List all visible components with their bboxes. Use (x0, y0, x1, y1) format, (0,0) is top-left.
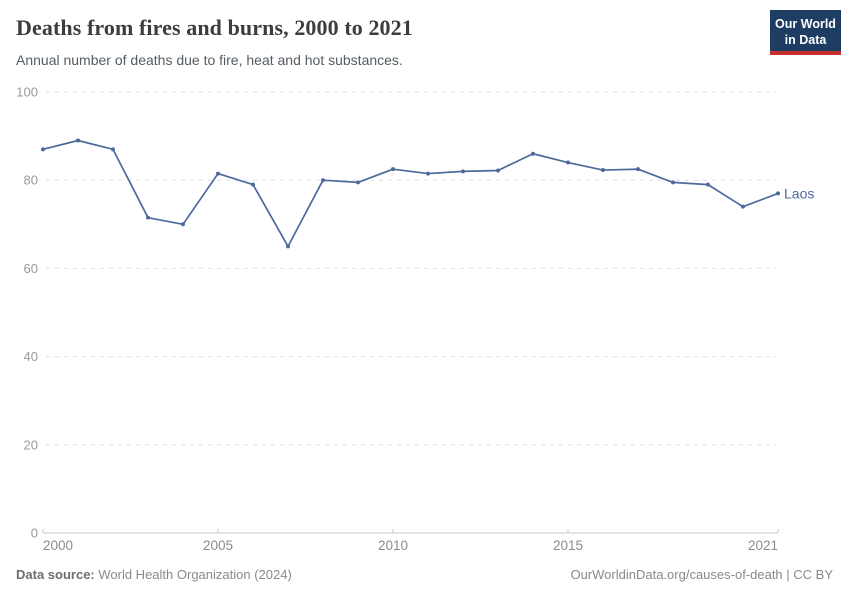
page-title: Deaths from fires and burns, 2000 to 202… (16, 15, 413, 40)
owid-logo[interactable]: Our World in Data (770, 10, 841, 55)
entity-label-laos[interactable]: Laos (784, 185, 814, 201)
y-axis-label-100: 100 (16, 85, 38, 100)
data-point-laos-2015[interactable] (566, 160, 570, 165)
data-point-laos-2013[interactable] (496, 168, 500, 173)
data-point-laos-2001[interactable] (76, 138, 80, 143)
y-axis-label-60: 60 (24, 261, 38, 276)
y-axis-label-80: 80 (24, 173, 38, 188)
data-point-laos-2007[interactable] (286, 244, 290, 249)
y-axis-label-0: 0 (31, 526, 38, 541)
data-point-laos-2002[interactable] (111, 147, 115, 152)
series-line-laos[interactable] (42, 139, 779, 248)
credit-link[interactable]: OurWorldinData.org/causes-of-death | CC … (570, 567, 833, 582)
data-point-laos-2020[interactable] (741, 204, 745, 209)
data-point-laos-2000[interactable] (41, 147, 45, 152)
data-point-laos-2006[interactable] (251, 182, 255, 187)
data-point-laos-2011[interactable] (426, 171, 430, 176)
x-axis-label-2015: 2015 (553, 538, 583, 553)
data-point-laos-2018[interactable] (671, 180, 675, 185)
data-point-laos-2019[interactable] (706, 182, 710, 187)
x-axis-label-2005: 2005 (203, 538, 233, 553)
y-axis-label-20: 20 (24, 437, 38, 452)
data-point-laos-2017[interactable] (636, 167, 640, 172)
owid-logo-line2: in Data (784, 33, 827, 47)
data-point-laos-2009[interactable] (356, 180, 360, 185)
data-point-laos-2005[interactable] (216, 171, 220, 176)
data-point-laos-2008[interactable] (321, 178, 325, 183)
page-subtitle: Annual number of deaths due to fire, hea… (16, 52, 403, 68)
x-axis-label-2010: 2010 (378, 538, 408, 553)
data-source-note: Data source: World Health Organization (… (16, 567, 292, 582)
data-point-laos-2010[interactable] (391, 167, 395, 172)
data-source-label: Data source: (16, 567, 95, 582)
data-point-laos-2004[interactable] (181, 222, 185, 227)
data-point-laos-2016[interactable] (601, 168, 605, 173)
data-point-laos-2021[interactable] (776, 191, 780, 196)
data-point-laos-2014[interactable] (531, 151, 535, 156)
data-point-laos-2003[interactable] (146, 215, 150, 220)
data-source-value: World Health Organization (2024) (94, 567, 292, 582)
y-axis-label-40: 40 (24, 349, 38, 364)
data-point-laos-2012[interactable] (461, 169, 465, 174)
owid-logo-line1: Our World (775, 17, 836, 31)
x-axis-label-2021: 2021 (748, 538, 778, 553)
x-axis-label-2000: 2000 (43, 538, 73, 553)
